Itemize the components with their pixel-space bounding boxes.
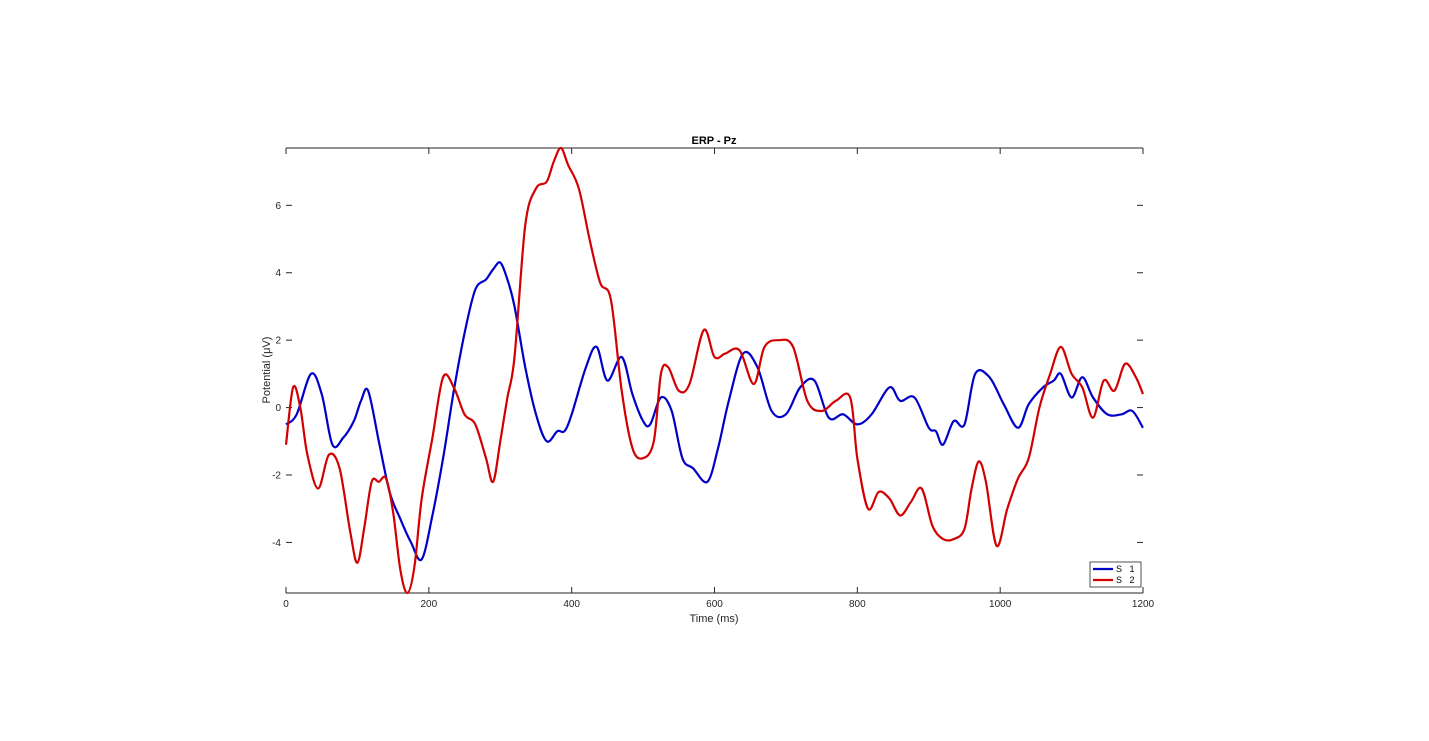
ticks-group: 0 200 400 600 800 1000 1200 -4 -2 0 2 4 6: [272, 148, 1155, 610]
y-axis-label: Potential (μV): [261, 337, 273, 404]
legend-label-2: S 2: [1116, 575, 1135, 585]
x-tick-label: 1200: [1132, 599, 1155, 610]
y-tick-label: 6: [275, 201, 281, 212]
series-line-1: [285, 261, 1144, 562]
y-tick-label: 2: [275, 336, 281, 347]
x-axis-label: Time (ms): [689, 613, 738, 625]
legend: S 1S 2: [1089, 561, 1142, 588]
x-tick-label: 400: [563, 599, 580, 610]
series-line-2: [284, 146, 1145, 595]
x-tick-label: 800: [849, 599, 866, 610]
y-tick-label: 4: [275, 268, 281, 279]
y-tick-label: 0: [275, 403, 281, 414]
y-tick-label: -4: [272, 538, 281, 549]
legend-box: [1089, 561, 1142, 588]
chart-title: ERP - Pz: [691, 135, 737, 147]
x-tick-label: 200: [420, 599, 437, 610]
x-tick-label: 600: [706, 599, 723, 610]
legend-label-1: S 1: [1116, 564, 1135, 574]
series-group: [284, 146, 1145, 595]
y-tick-label: -2: [272, 471, 281, 482]
x-tick-label: 1000: [989, 599, 1012, 610]
x-tick-label: 0: [283, 599, 289, 610]
